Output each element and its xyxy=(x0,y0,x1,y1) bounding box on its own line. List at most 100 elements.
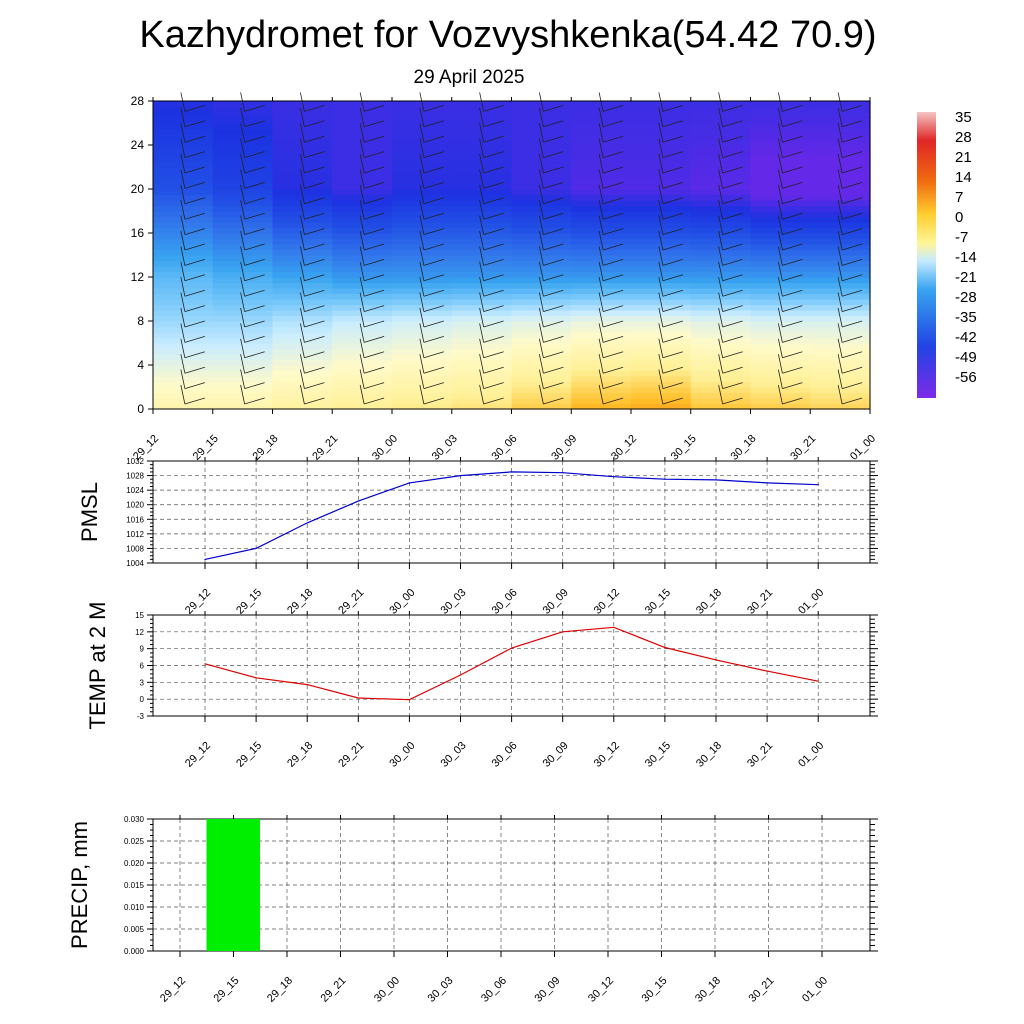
heatmap-cell xyxy=(332,123,393,130)
y-tick-label: 12 xyxy=(135,628,144,637)
heatmap-cell xyxy=(511,277,572,284)
wind-barb-flag xyxy=(842,228,863,235)
wind-barb-flag xyxy=(722,336,743,343)
heatmap-cell xyxy=(212,123,274,130)
wind-barb-flag xyxy=(184,151,205,158)
wind-barb xyxy=(359,354,365,374)
wind-barb-flag xyxy=(184,228,205,235)
heatmap-cell xyxy=(690,403,752,410)
wind-barb-flag xyxy=(782,135,803,143)
wind-barb-flag xyxy=(543,351,564,359)
wind-barb xyxy=(419,246,425,266)
x-tick-label: 30_03 xyxy=(439,740,469,770)
heatmap-cell xyxy=(511,337,572,344)
heatmap-cell xyxy=(212,134,274,141)
wind-barb-flag xyxy=(423,166,444,174)
heatmap-cell xyxy=(272,310,333,317)
heatmap-cell xyxy=(451,359,513,366)
wind-barb xyxy=(538,292,544,312)
heatmap-cell xyxy=(272,172,333,179)
heatmap-cell xyxy=(690,359,752,366)
wind-barb-flag xyxy=(782,151,803,158)
wind-barb-flag xyxy=(722,120,743,128)
heatmap-cell xyxy=(810,183,871,190)
wind-barb xyxy=(538,107,544,127)
wind-barb xyxy=(299,338,305,358)
heatmap-cell xyxy=(810,249,871,256)
wind-barb xyxy=(359,123,365,143)
heatmap-cell xyxy=(451,381,513,388)
heatmap-cell xyxy=(690,183,752,190)
x-tick-label: 30_18 xyxy=(694,740,724,770)
wind-barb-flag xyxy=(842,151,863,158)
wind-barb-flag xyxy=(423,366,444,374)
wind-barb xyxy=(419,230,425,251)
wind-barb-flag xyxy=(662,182,683,189)
wind-barb-flag xyxy=(722,382,743,389)
heatmap-cell xyxy=(153,112,214,119)
wind-barb-flag xyxy=(603,212,624,220)
wind-barb-flag xyxy=(603,351,624,359)
heatmap-cell xyxy=(212,398,274,405)
wind-barb xyxy=(658,107,664,127)
heatmap-cell xyxy=(392,310,453,317)
wind-barb-flag xyxy=(662,336,683,343)
heatmap-cell xyxy=(750,200,811,207)
heatmap-cell xyxy=(631,189,692,196)
heatmap-cell xyxy=(451,244,513,251)
wind-barb-flag xyxy=(603,120,624,128)
x-tick-label: 29_21 xyxy=(336,587,366,617)
heatmap-cell xyxy=(571,172,632,179)
wind-barb xyxy=(299,323,305,343)
wind-barb-flag xyxy=(304,120,325,128)
heatmap-cell xyxy=(153,293,214,300)
wind-barb xyxy=(538,230,544,251)
colorbar-label: 7 xyxy=(955,189,963,206)
wind-barb xyxy=(718,261,724,281)
wind-barb-flag xyxy=(304,274,325,282)
data-point xyxy=(613,626,615,628)
wind-barb-flag xyxy=(364,120,385,128)
heatmap-cell xyxy=(750,321,811,328)
heatmap-cell xyxy=(631,310,692,317)
wind-barb xyxy=(837,384,843,405)
data-point xyxy=(511,471,513,473)
heatmap-cell xyxy=(153,282,214,289)
wind-barb xyxy=(538,138,544,158)
heatmap-cell xyxy=(690,211,752,218)
wind-barb-flag xyxy=(722,105,743,112)
wind-barb xyxy=(419,153,425,174)
heatmap-cell xyxy=(690,156,752,163)
heatmap-cell xyxy=(750,343,811,350)
heatmap-cell xyxy=(571,233,632,240)
heatmap-cell xyxy=(810,156,871,163)
heatmap-cell xyxy=(571,216,632,223)
heatmap-cell xyxy=(153,343,214,350)
wind-barb-flag xyxy=(244,166,265,174)
heatmap-cell xyxy=(511,326,572,333)
data-point xyxy=(817,680,819,682)
page-title: Kazhydromet for Vozvyshkenka(54.42 70.9) xyxy=(139,14,876,56)
heatmap-cell xyxy=(212,211,274,218)
wind-barb-flag xyxy=(483,382,504,389)
wind-barb-flag xyxy=(364,166,385,174)
data-point xyxy=(204,663,206,665)
wind-barb xyxy=(658,354,664,374)
heatmap-cell xyxy=(571,244,632,251)
wind-barb-flag xyxy=(423,151,444,158)
wind-barb xyxy=(240,123,246,143)
heatmap-cell xyxy=(451,172,513,179)
heatmap-cell xyxy=(272,211,333,218)
wind-barb-flag xyxy=(543,182,564,189)
colorbar-label: -49 xyxy=(955,349,977,366)
wind-barb xyxy=(299,138,305,158)
heatmap-cell xyxy=(511,123,572,130)
wind-barb xyxy=(359,261,365,281)
heatmap-cell xyxy=(392,139,453,146)
heatmap-cell xyxy=(690,326,752,333)
heatmap-cell xyxy=(750,189,811,196)
heatmap-cell xyxy=(511,244,572,251)
y-tick-label: -3 xyxy=(137,712,145,721)
y-tick-label: 1020 xyxy=(126,501,144,510)
heatmap-cell xyxy=(272,288,333,295)
